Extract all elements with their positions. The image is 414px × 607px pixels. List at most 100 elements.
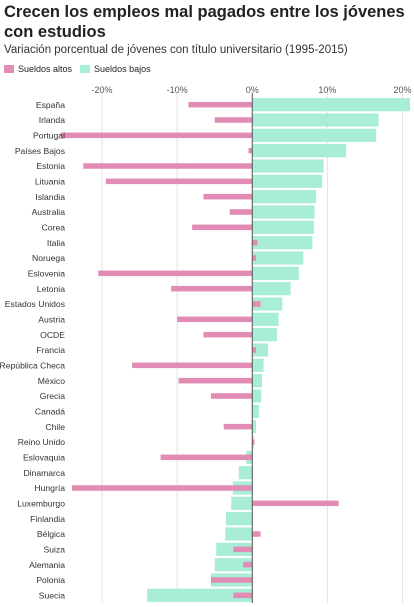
bar-sueldos-altos-islandia — [203, 193, 253, 200]
bar-sueldos-bajos-luxemburgo — [231, 496, 253, 510]
bar-sueldos-bajos-paises-bajos — [252, 144, 347, 158]
bar-sueldos-altos-paises-bajos — [248, 147, 253, 154]
bar-sueldos-altos-portugal — [60, 132, 253, 139]
legend-label-sueldos-altos: Sueldos altos — [18, 64, 73, 74]
bar-sueldos-altos-eslovenia — [98, 270, 253, 277]
bar-sueldos-bajos-canada — [252, 404, 260, 418]
bar-sueldos-bajos-belgica — [225, 527, 253, 541]
bar-sueldos-bajos-alemania — [214, 558, 253, 572]
bars-sueldos-altos — [60, 101, 339, 599]
legend: Sueldos altos Sueldos bajos — [4, 64, 159, 74]
category-labels: España Irlanda Portugal Países Bajos Estonia… — [0, 100, 65, 601]
bar-sueldos-altos-irlanda — [214, 117, 253, 123]
bar-sueldos-altos-belgica — [252, 531, 261, 537]
bar-sueldos-bajos-portugal — [252, 128, 377, 142]
legend-item-sueldos-altos: Sueldos altos — [4, 64, 72, 74]
legend-label-sueldos-bajos: Sueldos bajos — [94, 64, 151, 74]
x-tick-label: 0% — [246, 85, 259, 95]
x-tick-labels: -20% -10% 0% 10% 20% — [92, 85, 412, 95]
bar-sueldos-bajos-espana — [252, 98, 410, 112]
bars-sueldos-bajos — [147, 98, 410, 602]
category-label-austria: Austria — [38, 315, 65, 325]
bar-sueldos-altos-polonia — [210, 577, 253, 583]
category-label-reino-unido: Reino Unido — [18, 437, 66, 447]
bar-sueldos-altos-francia — [252, 347, 257, 353]
category-label-letonia: Letonia — [37, 284, 65, 294]
x-tick-label: -20% — [92, 85, 113, 95]
bar-sueldos-bajos-irlanda — [252, 113, 379, 127]
bar-sueldos-bajos-corea — [252, 220, 314, 234]
legend-item-sueldos-bajos: Sueldos bajos — [80, 64, 151, 74]
category-label-portugal: Portugal — [33, 131, 65, 141]
bar-sueldos-altos-eslovaquia — [160, 454, 253, 461]
bar-sueldos-altos-lituania — [105, 178, 253, 185]
category-label-paises-bajos: Países Bajos — [15, 146, 65, 156]
bar-sueldos-altos-noruega — [252, 255, 257, 261]
category-label-canada: Canadá — [35, 407, 65, 417]
category-label-italia: Italia — [47, 238, 65, 248]
bar-sueldos-bajos-italia — [252, 236, 313, 250]
category-label-estonia: Estonia — [36, 161, 65, 171]
category-label-mexico: México — [38, 376, 65, 386]
category-label-luxemburgo: Luxemburgo — [17, 499, 65, 509]
category-label-hungria: Hungría — [34, 483, 65, 493]
bar-sueldos-altos-suecia — [233, 592, 253, 599]
bar-sueldos-bajos-grecia — [252, 389, 262, 403]
bar-sueldos-bajos-noruega — [252, 251, 304, 265]
bar-sueldos-altos-espana — [188, 101, 253, 108]
category-label-republica-checa: República Checa — [0, 361, 65, 371]
bar-sueldos-altos-grecia — [210, 393, 253, 399]
category-label-irlanda: Irlanda — [39, 115, 65, 125]
bar-sueldos-altos-suiza — [233, 546, 253, 553]
category-label-corea: Corea — [42, 223, 66, 233]
bar-sueldos-altos-ocde — [203, 331, 253, 338]
category-label-belgica: Bélgica — [37, 529, 65, 539]
category-label-francia: Francia — [36, 345, 65, 355]
bar-sueldos-bajos-mexico — [252, 374, 263, 388]
bar-sueldos-altos-australia — [229, 209, 253, 215]
legend-swatch-sueldos-altos — [4, 65, 14, 73]
bar-sueldos-bajos-suecia — [147, 588, 253, 602]
bar-sueldos-altos-estonia — [83, 163, 253, 169]
category-label-noruega: Noruega — [32, 253, 65, 263]
chart-subtitle: Variación porcentual de jóvenes con títu… — [4, 44, 348, 56]
category-label-eslovenia: Eslovenia — [28, 269, 65, 279]
category-label-dinamarca: Dinamarca — [23, 468, 65, 478]
category-label-islandia: Islandia — [35, 192, 65, 202]
legend-swatch-sueldos-bajos — [80, 65, 91, 73]
category-label-estados-unidos: Estados Unidos — [5, 299, 65, 309]
bar-sueldos-altos-italia — [252, 239, 258, 246]
bar-sueldos-bajos-lituania — [252, 174, 323, 188]
category-label-ocde: OCDE — [40, 330, 65, 340]
bar-sueldos-altos-chile — [223, 423, 253, 430]
category-label-grecia: Grecia — [40, 391, 66, 401]
bar-sueldos-bajos-letonia — [252, 282, 291, 296]
bar-sueldos-altos-hungria — [72, 485, 253, 491]
bar-sueldos-bajos-eslovenia — [252, 266, 299, 280]
bar-sueldos-altos-letonia — [171, 285, 253, 292]
category-label-australia: Australia — [32, 207, 66, 217]
bar-sueldos-bajos-republica-checa — [252, 358, 264, 372]
category-label-lituania: Lituania — [35, 177, 65, 187]
bar-sueldos-bajos-chile — [252, 420, 257, 434]
bar-sueldos-altos-alemania — [243, 561, 253, 568]
bar-sueldos-bajos-ocde — [252, 328, 278, 342]
bar-sueldos-altos-republica-checa — [132, 362, 253, 369]
category-label-suiza: Suiza — [44, 545, 66, 555]
bar-sueldos-bajos-estonia — [252, 159, 324, 173]
bar-sueldos-bajos-australia — [252, 205, 315, 219]
bar-sueldos-altos-corea — [192, 224, 253, 231]
bar-sueldos-bajos-estados-unidos — [252, 297, 283, 311]
category-label-suecia: Suecia — [39, 591, 65, 601]
bar-sueldos-altos-mexico — [178, 377, 253, 384]
x-tick-label: -10% — [167, 85, 188, 95]
bar-sueldos-bajos-finlandia — [225, 512, 253, 526]
category-label-eslovaquia: Eslovaquia — [23, 453, 65, 463]
category-label-finlandia: Finlandia — [30, 514, 65, 524]
chart-title: Crecen los empleos mal pagados entre los… — [4, 3, 405, 41]
bar-sueldos-altos-reino-unido — [252, 439, 255, 445]
bar-sueldos-bajos-francia — [252, 343, 269, 357]
bar-sueldos-altos-luxemburgo — [252, 500, 339, 507]
bar-sueldos-altos-estados-unidos — [252, 301, 261, 307]
